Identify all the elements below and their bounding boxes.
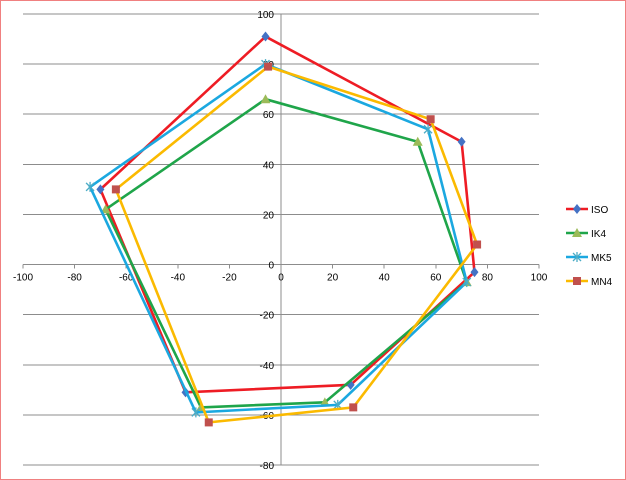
- legend-item-ik4: IK4: [566, 228, 606, 240]
- marker-diamond: [470, 267, 479, 278]
- legend-item-mk5: MK5: [566, 252, 612, 264]
- marker-triangle: [572, 228, 582, 237]
- marker-square: [349, 403, 358, 412]
- x-tick-label: -20: [222, 273, 237, 284]
- marker-star: [572, 252, 582, 262]
- marker-triangle: [100, 204, 111, 214]
- marker-square: [204, 418, 213, 427]
- axes: -100 -80 -60 -40 -20 0 20 40 60 80 100-80-60-40-20…: [13, 10, 548, 472]
- legend-item-mn4: MN4: [566, 277, 613, 288]
- marker-star: [462, 277, 472, 288]
- x-tick-label: 40: [379, 273, 391, 284]
- legend-label: MN4: [591, 277, 613, 288]
- y-tick-label: 20: [263, 210, 275, 221]
- series-mn4: [111, 62, 482, 427]
- marker-square: [264, 62, 273, 71]
- y-tick-label: -40: [260, 361, 275, 372]
- y-tick-label: 60: [263, 110, 275, 121]
- marker-triangle: [260, 94, 271, 104]
- x-tick-label: 20: [327, 273, 339, 284]
- x-tick-label: 0: [278, 273, 284, 284]
- marker-triangle: [319, 397, 330, 407]
- marker-triangle: [412, 136, 423, 146]
- x-tick-label: 60: [430, 273, 442, 284]
- x-tick-label: -40: [171, 273, 186, 284]
- y-tick-label: -20: [260, 311, 275, 322]
- x-tick-label: -80: [67, 273, 82, 284]
- marker-diamond: [457, 136, 466, 147]
- marker-diamond: [261, 31, 270, 42]
- marker-square: [111, 185, 120, 194]
- marker-star: [423, 124, 433, 135]
- marker-square: [573, 277, 581, 285]
- y-tick-label: -80: [260, 461, 275, 472]
- marker-diamond: [573, 204, 581, 214]
- marker-star: [85, 181, 95, 192]
- marker-square: [473, 240, 482, 249]
- legend-label: IK4: [591, 229, 606, 240]
- series-line-mk5: [88, 62, 469, 414]
- legend: ISO IK4 MK5 MN4: [566, 204, 613, 288]
- y-tick-label: 100: [257, 10, 274, 21]
- x-tick-label: 100: [531, 273, 548, 284]
- marker-diamond: [96, 184, 105, 195]
- y-tick-label: 0: [268, 261, 274, 272]
- series-iso: [96, 31, 479, 398]
- legend-label: MK5: [591, 253, 612, 264]
- x-tick-label: 80: [482, 273, 494, 284]
- marker-star: [191, 407, 201, 418]
- y-tick-label: 40: [263, 160, 275, 171]
- legend-item-iso: ISO: [566, 204, 608, 216]
- plot-series: [85, 31, 482, 427]
- x-tick-label: -100: [13, 273, 33, 284]
- x-tick-label: -60: [119, 273, 134, 284]
- legend-label: ISO: [591, 205, 608, 216]
- marker-square: [426, 115, 435, 124]
- series-line-ik4: [103, 97, 469, 409]
